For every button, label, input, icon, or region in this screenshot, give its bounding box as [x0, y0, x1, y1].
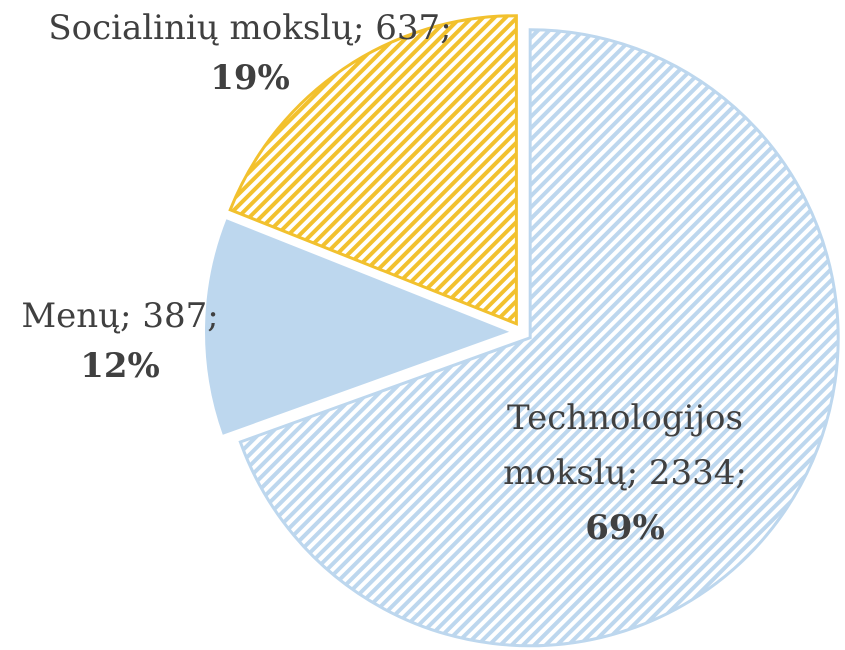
data-label: Socialinių mokslų; 637;	[48, 8, 451, 48]
data-label: Menų; 387;	[21, 296, 218, 336]
percent-label: 69%	[585, 508, 665, 548]
data-label-text: mokslų; 2334;	[503, 453, 747, 493]
percent-label: 12%	[80, 346, 160, 386]
pie-slice	[203, 216, 515, 438]
data-label: Technologijos mokslų; 2334;	[503, 398, 747, 493]
pie-slice	[228, 14, 518, 326]
data-label-text: Technologijos	[507, 398, 743, 438]
percent-label: 19%	[210, 58, 290, 98]
pie-slice	[238, 28, 840, 648]
